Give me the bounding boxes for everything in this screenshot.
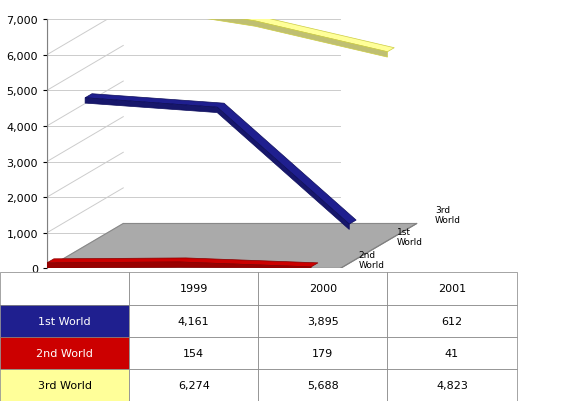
- FancyBboxPatch shape: [0, 369, 129, 401]
- FancyBboxPatch shape: [129, 305, 258, 337]
- Text: 154: 154: [183, 348, 204, 358]
- Text: 5,688: 5,688: [307, 380, 339, 390]
- FancyBboxPatch shape: [387, 337, 517, 369]
- FancyBboxPatch shape: [258, 369, 387, 401]
- Text: 2001: 2001: [297, 281, 325, 291]
- FancyBboxPatch shape: [129, 273, 258, 305]
- FancyBboxPatch shape: [258, 337, 387, 369]
- Text: 1st
World: 1st World: [397, 227, 423, 247]
- FancyBboxPatch shape: [258, 305, 387, 337]
- Polygon shape: [47, 258, 318, 267]
- Text: 612: 612: [441, 316, 463, 326]
- Text: 1999: 1999: [33, 281, 61, 291]
- Text: 1999: 1999: [180, 284, 208, 294]
- Text: 2nd World: 2nd World: [36, 348, 93, 358]
- Text: 41: 41: [445, 348, 459, 358]
- FancyBboxPatch shape: [387, 305, 517, 337]
- Text: 2nd
World: 2nd World: [359, 250, 384, 269]
- Polygon shape: [123, 0, 394, 53]
- Polygon shape: [47, 262, 311, 269]
- Text: 6,274: 6,274: [178, 380, 210, 390]
- FancyBboxPatch shape: [258, 273, 387, 305]
- Polygon shape: [85, 99, 349, 230]
- FancyBboxPatch shape: [129, 337, 258, 369]
- Text: 3,895: 3,895: [307, 316, 339, 326]
- Text: 1st World: 1st World: [38, 316, 91, 326]
- FancyBboxPatch shape: [0, 305, 129, 337]
- Text: 179: 179: [312, 348, 333, 358]
- Text: 2000: 2000: [165, 281, 193, 291]
- Text: 3rd
World: 3rd World: [435, 205, 461, 225]
- FancyBboxPatch shape: [0, 273, 129, 305]
- FancyBboxPatch shape: [129, 369, 258, 401]
- Text: 2001: 2001: [438, 284, 466, 294]
- Text: 4,823: 4,823: [436, 380, 468, 390]
- Text: 2000: 2000: [309, 284, 337, 294]
- FancyBboxPatch shape: [387, 273, 517, 305]
- Text: 4,161: 4,161: [178, 316, 210, 326]
- Polygon shape: [85, 95, 356, 225]
- Text: 3rd World: 3rd World: [38, 380, 92, 390]
- Polygon shape: [47, 224, 417, 269]
- FancyBboxPatch shape: [0, 337, 129, 369]
- Polygon shape: [123, 1, 387, 58]
- FancyBboxPatch shape: [387, 369, 517, 401]
